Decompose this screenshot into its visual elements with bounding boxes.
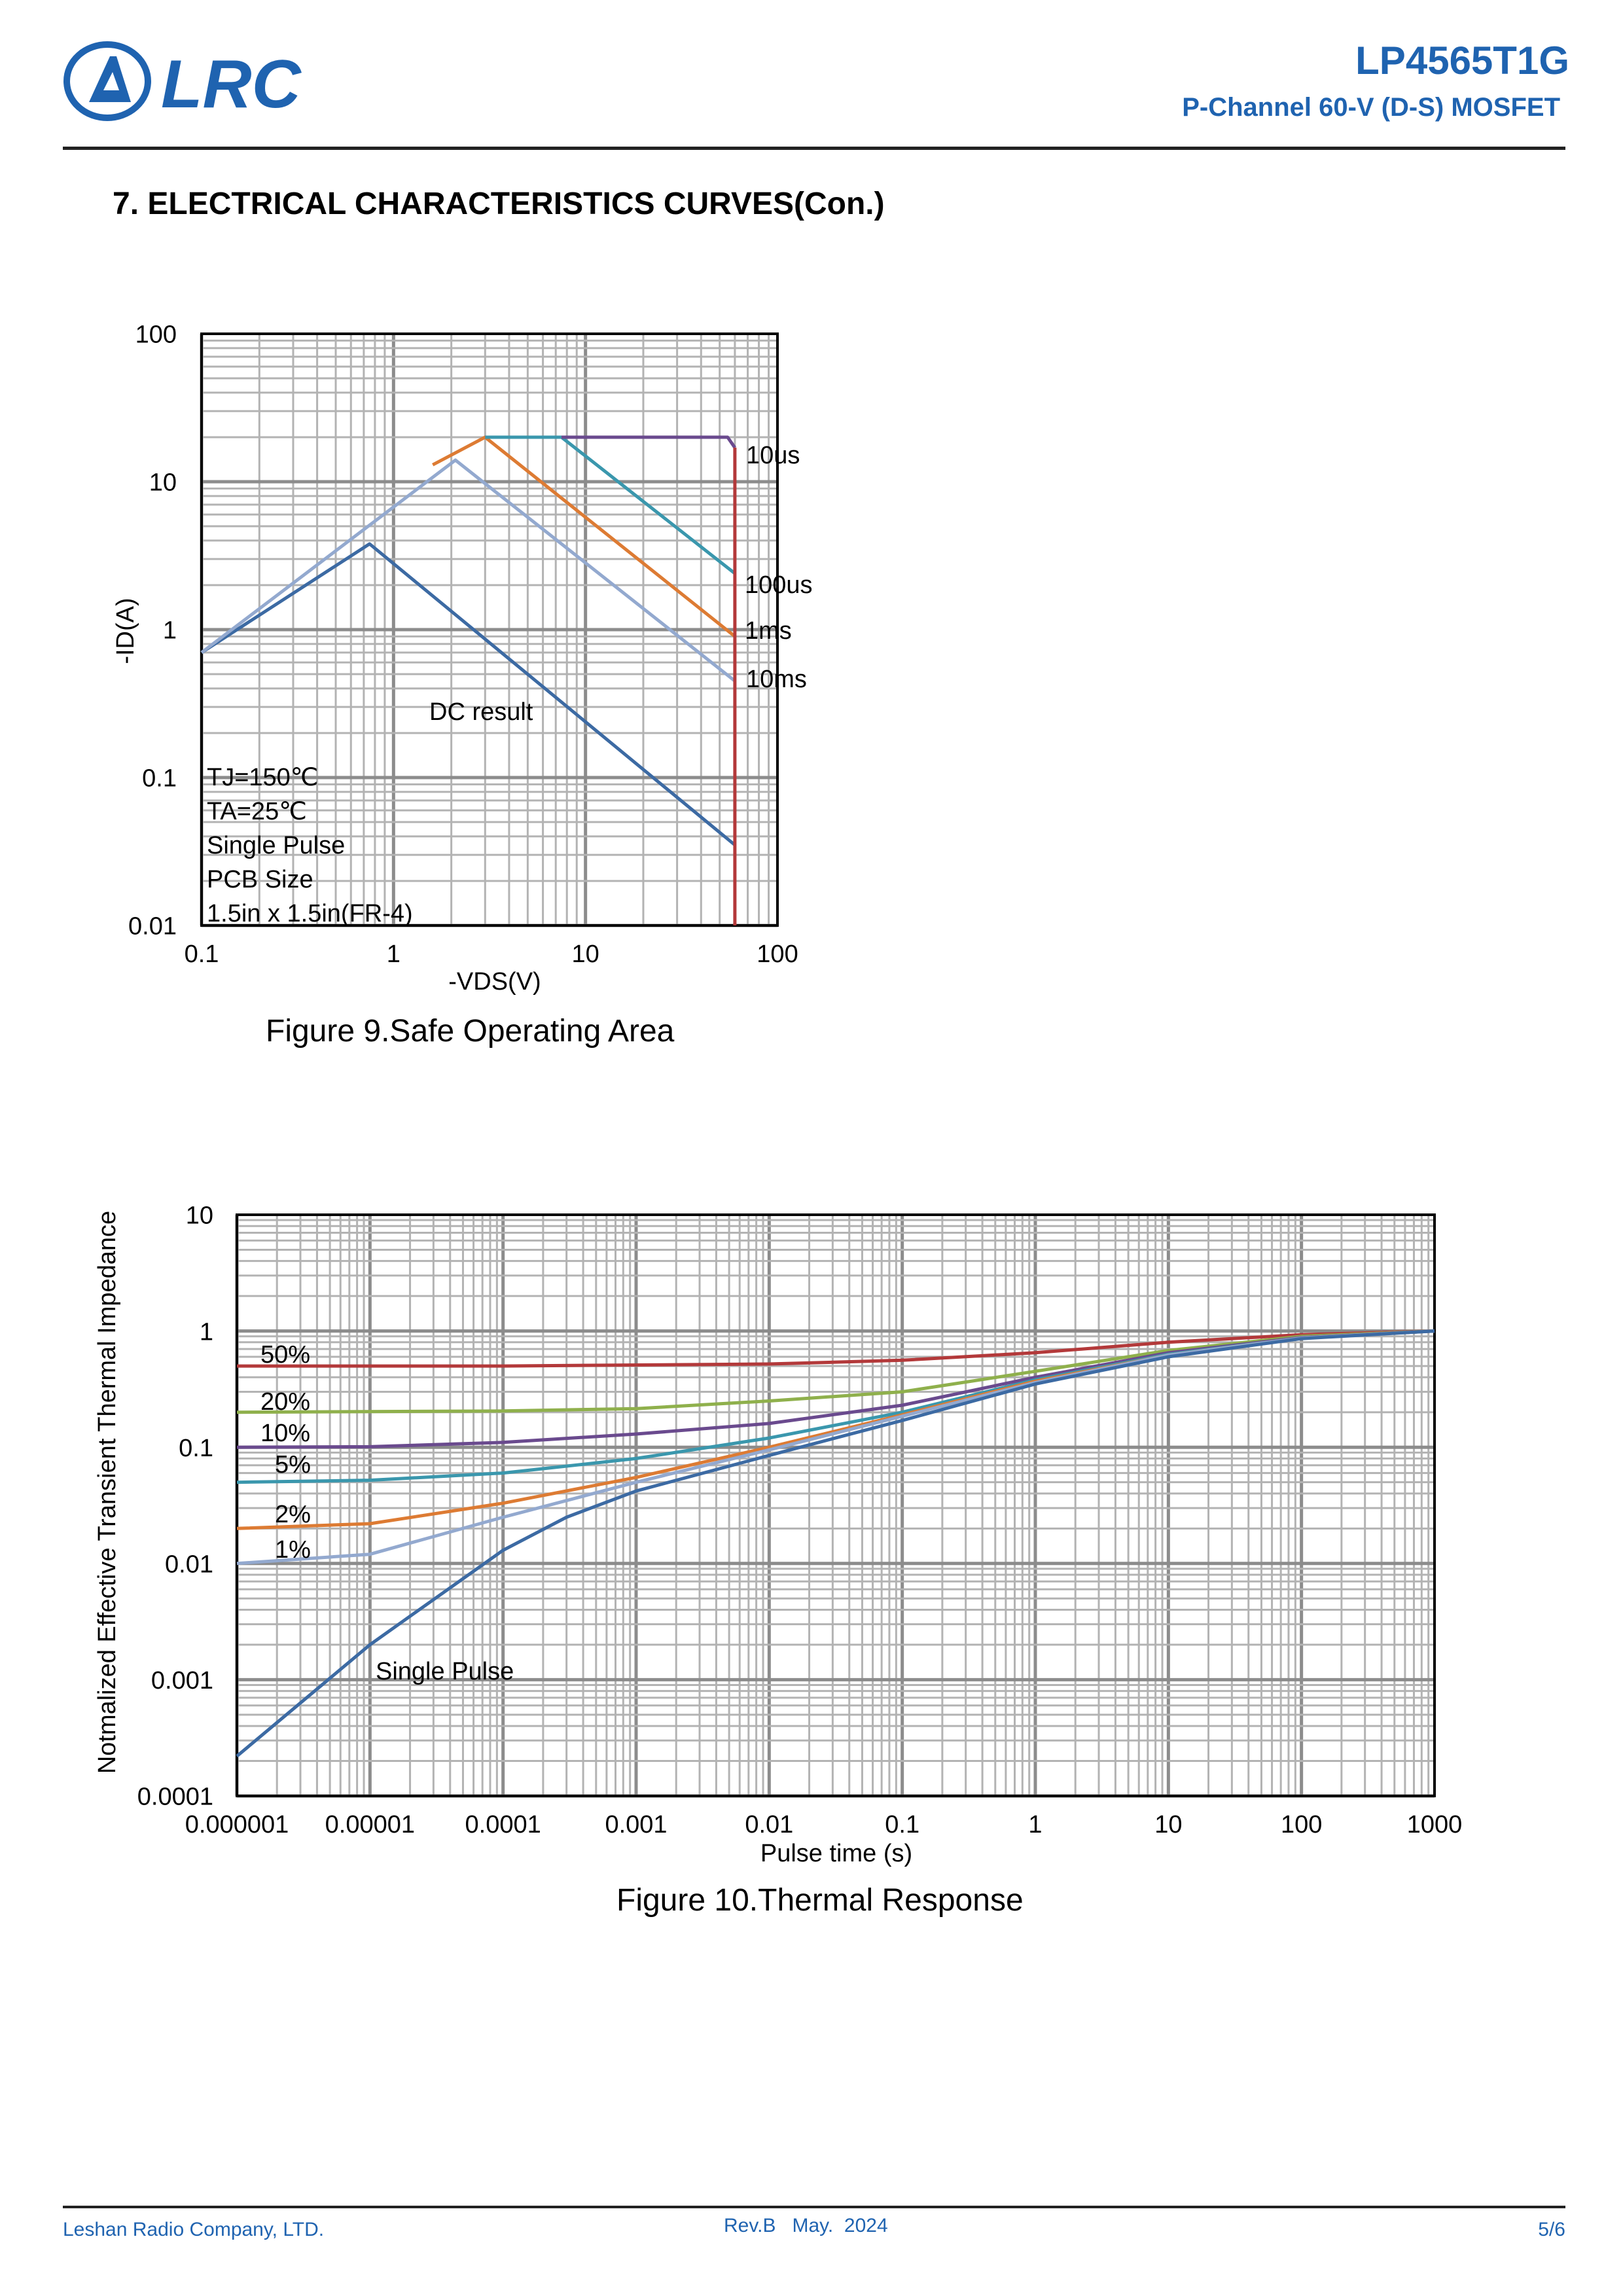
condition-note: TJ=150℃ <box>207 764 318 791</box>
y-tick-label: 1 <box>200 1318 213 1346</box>
series-line-10us <box>562 435 736 449</box>
series-label-dc-result: DC result <box>429 698 533 726</box>
figure-10-caption: Figure 10.Thermal Response <box>616 1883 1024 1918</box>
x-tick-label: 1 <box>387 941 401 968</box>
y-axis-label: -ID(A) <box>112 598 139 664</box>
y-tick-label: 10 <box>186 1202 213 1230</box>
x-tick-label: 10 <box>572 941 599 968</box>
condition-note: Single Pulse <box>207 832 345 859</box>
series-line-dc-result <box>200 542 736 846</box>
x-tick-label: 0.1 <box>885 1811 919 1839</box>
section-title: 7. ELECTRICAL CHARACTERISTICS CURVES(Con… <box>113 187 885 221</box>
y-tick-label: 0.01 <box>128 913 177 941</box>
x-axis-label: Pulse time (s) <box>760 1840 912 1867</box>
series-label-10: 10% <box>260 1420 310 1447</box>
part-subtitle: P-Channel 60-V (D-S) MOSFET <box>1182 93 1560 122</box>
soa-chart: 0.1 1 10 100 0.01 0.1 1 10 100 -VDS(V) -ID(A) DC re… <box>112 321 813 996</box>
thermal-response-chart: 0.000001 0.00001 0.0001 0.001 0.01 0.1 1 10 100 1… <box>94 1202 1462 1867</box>
x-tick-label: 0.1 <box>185 941 219 968</box>
series-line-50 <box>237 1329 1435 1368</box>
x-tick-label: 0.000001 <box>185 1811 289 1839</box>
series-label-10ms: 10ms <box>746 666 807 693</box>
x-tick-label: 1000 <box>1407 1811 1463 1839</box>
x-tick-label: 100 <box>757 941 798 968</box>
x-tick-label: 0.001 <box>605 1811 667 1839</box>
y-axis-label: Notmalized Effective Transient Thermal I… <box>94 1211 121 1774</box>
series-label-10us: 10us <box>746 442 800 469</box>
series-line-10ms <box>200 458 736 683</box>
series-label-2: 2% <box>275 1501 311 1528</box>
x-tick-label: 1 <box>1028 1811 1042 1839</box>
y-tick-label: 0.001 <box>151 1667 213 1695</box>
x-tick-label: 0.00001 <box>325 1811 415 1839</box>
x-tick-label: 100 <box>1281 1811 1322 1839</box>
plot-frame <box>200 332 779 927</box>
x-tick-label: 10 <box>1154 1811 1182 1839</box>
x-axis-label: -VDS(V) <box>448 968 541 996</box>
series-label-50: 50% <box>260 1341 310 1369</box>
condition-note: TA=25℃ <box>207 798 307 825</box>
series-line-5 <box>236 1329 1435 1484</box>
y-tick-label: 0.0001 <box>137 1784 213 1811</box>
figure-9-caption: Figure 9.Safe Operating Area <box>266 1014 675 1049</box>
series-label-5: 5% <box>275 1451 311 1479</box>
charts-canvas: 0.1 1 10 100 0.01 0.1 1 10 100 -VDS(V) -ID(A) DC re… <box>94 321 1462 1867</box>
footer-divider <box>63 2206 1565 2208</box>
footer-page-number: 5/6 <box>1538 2219 1565 2240</box>
company-logo: LRC <box>63 39 325 124</box>
y-tick-label: 1 <box>163 617 177 645</box>
series-line-single-pulse <box>236 1329 1435 1758</box>
y-tick-label: 10 <box>149 469 177 497</box>
series-label-20: 20% <box>260 1388 310 1416</box>
x-tick-label: 0.01 <box>745 1811 793 1839</box>
condition-note: 1.5in x 1.5in(FR-4) <box>207 900 413 927</box>
footer-company: Leshan Radio Company, LTD. <box>63 2219 325 2240</box>
logo-text: LRC <box>161 46 302 122</box>
y-tick-label: 0.1 <box>142 765 177 793</box>
x-tick-label: 0.0001 <box>465 1811 541 1839</box>
series-label-single-pulse: Single Pulse <box>376 1658 514 1685</box>
grid-lines <box>235 1215 1435 1798</box>
part-number: LP4565T1G <box>1355 39 1569 82</box>
plot-frame <box>236 1213 1436 1797</box>
footer-revision: Rev.B May. 2024 <box>724 2215 888 2236</box>
condition-note: PCB Size <box>207 866 313 893</box>
series-label-1ms: 1ms <box>745 617 792 645</box>
header-divider <box>63 147 1565 150</box>
series-label-100us: 100us <box>745 571 813 599</box>
y-tick-label: 0.1 <box>179 1435 213 1462</box>
y-tick-label: 100 <box>135 321 177 349</box>
series-label-1: 1% <box>275 1536 311 1564</box>
y-tick-label: 0.01 <box>165 1551 213 1578</box>
